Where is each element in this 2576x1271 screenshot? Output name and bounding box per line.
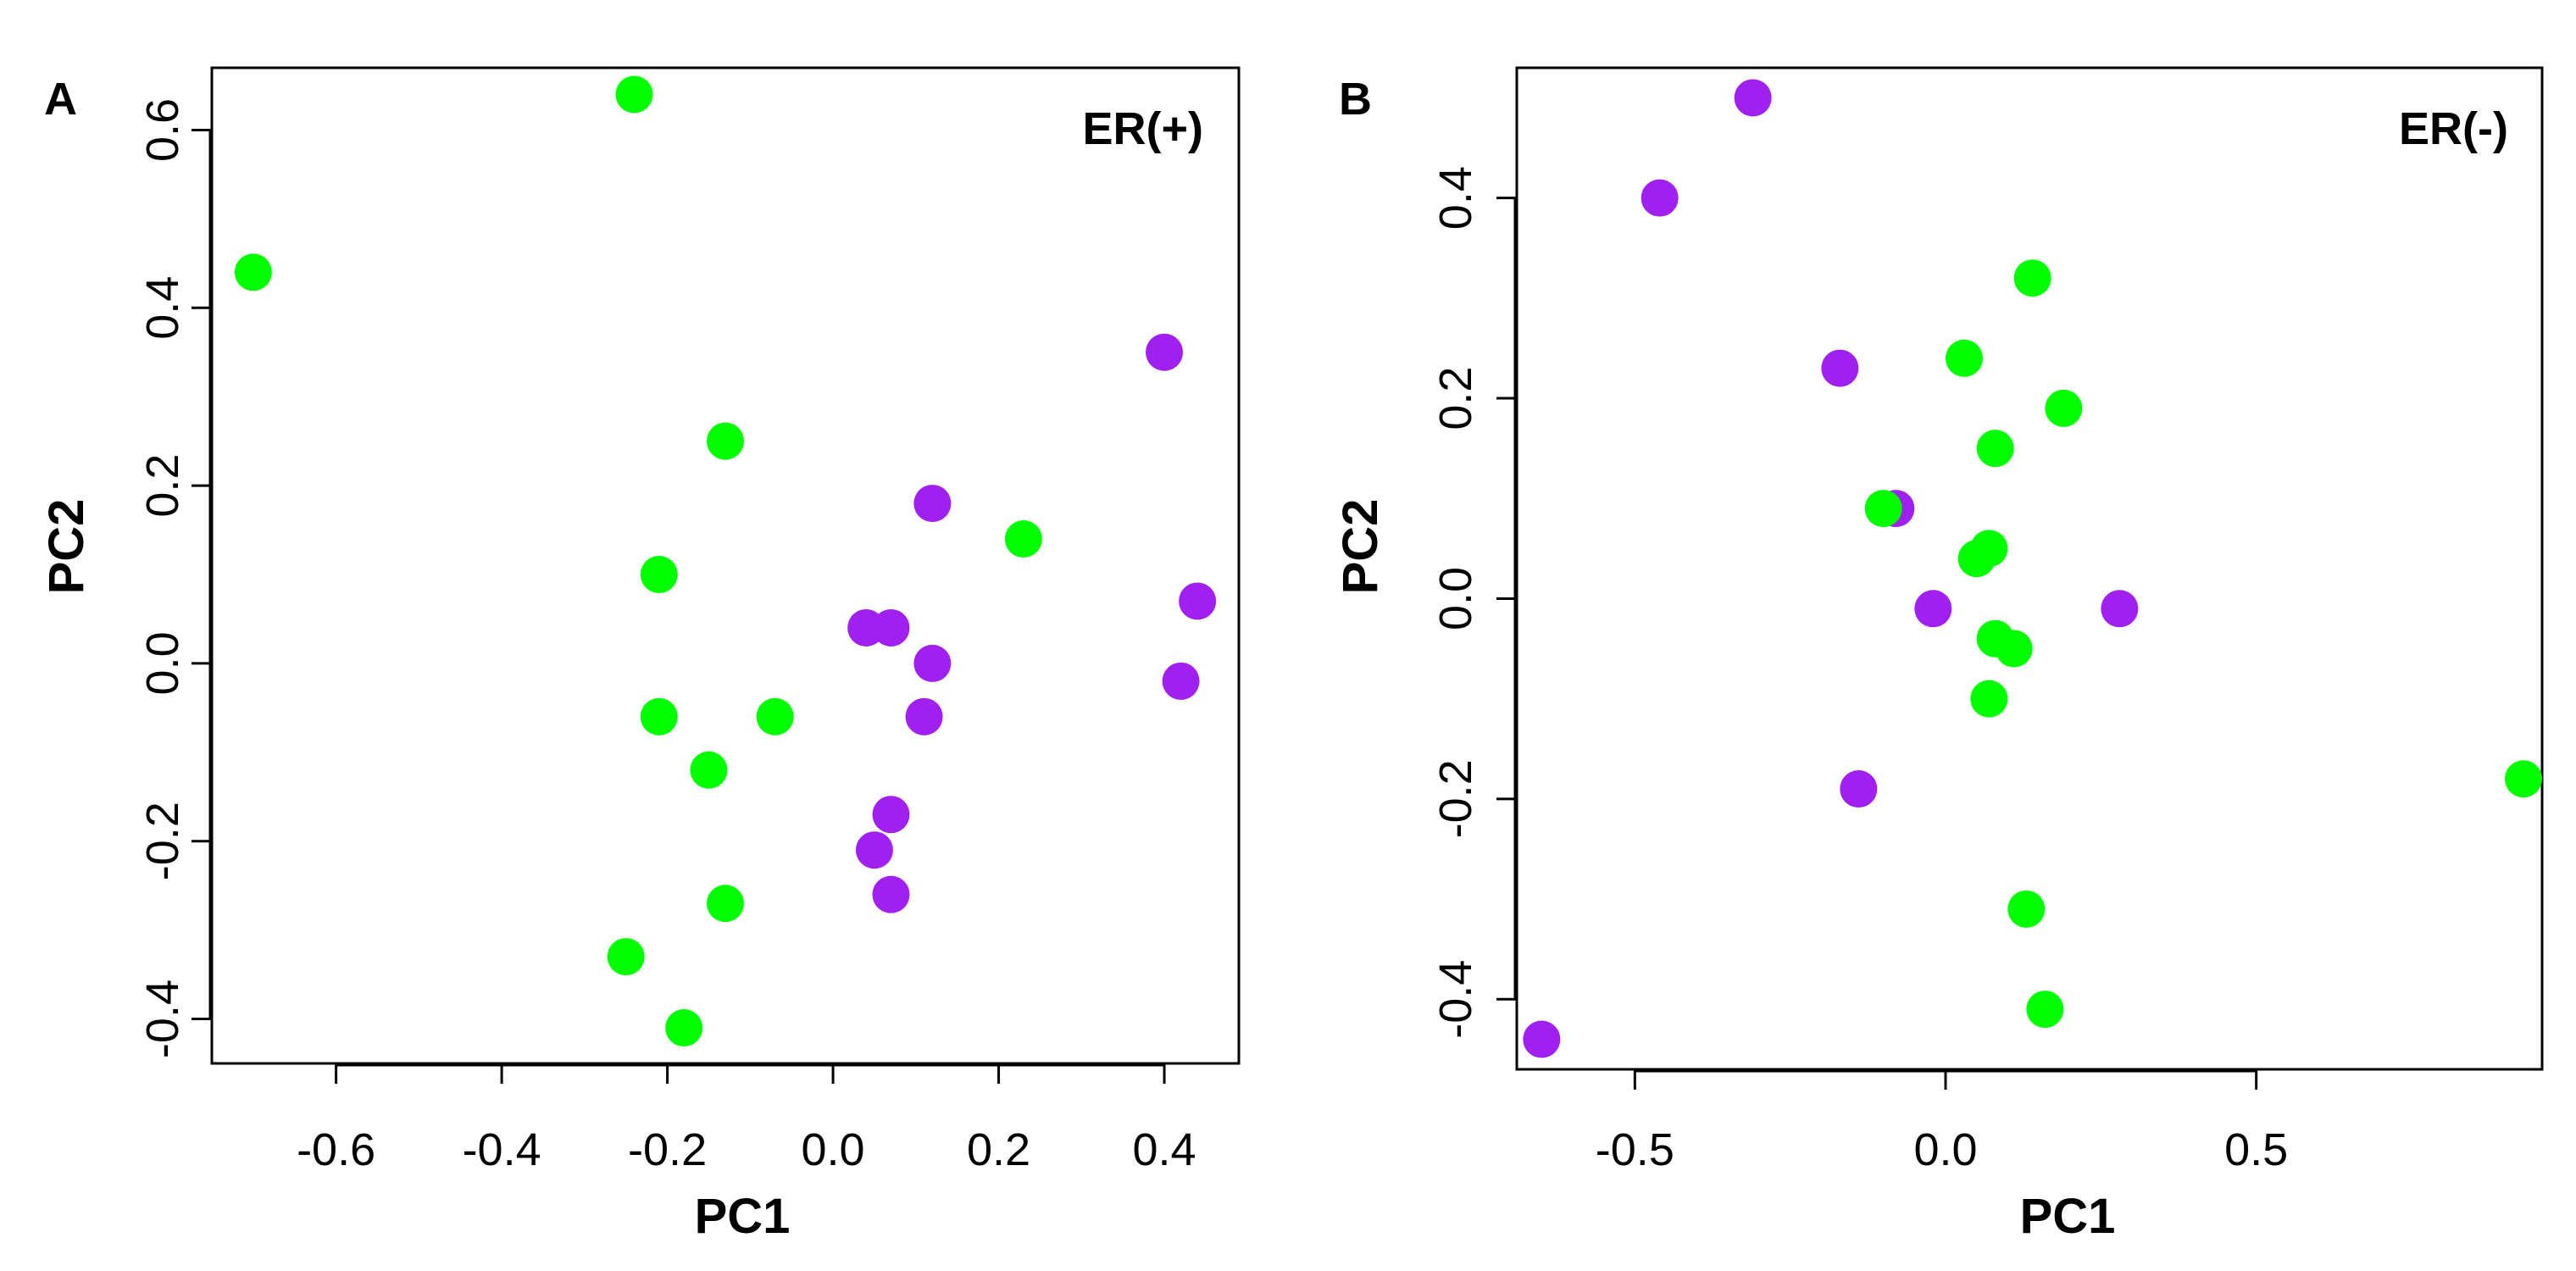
panel-b-x-axis-title: PC1 — [2020, 1189, 2116, 1244]
panel-b-point-purple — [1734, 79, 1772, 117]
panel-a-y-tick-label: 0.2 — [137, 454, 188, 518]
panel-b-point-green — [1976, 430, 2014, 468]
panel-a-point-green — [756, 697, 794, 735]
panel-a-y-tick-label: 0.6 — [137, 98, 188, 162]
panel-b-y-tick-label: 0.2 — [1430, 367, 1481, 430]
panel-b-y-tick-label: 0.4 — [1430, 166, 1481, 230]
panel-b-point-purple — [1840, 770, 1878, 808]
panel-b-y-tick-label: -0.2 — [1430, 759, 1481, 838]
panel-b-x-tick-label: 0.0 — [1913, 1124, 1977, 1175]
panel-a-point-purple — [1146, 333, 1184, 371]
panel-a-point-green — [690, 751, 728, 789]
panel-b: B ER(-) PC1 PC2 -0.5 0.0 0.5 -0.4 -0.2 0.0 0.2… — [1333, 66, 2544, 1244]
panel-b-point-green — [2013, 259, 2051, 297]
panel-a-point-green — [234, 253, 272, 291]
panel-b-y-tick-label: -0.4 — [1430, 960, 1481, 1039]
panel-b-point-purple — [2101, 590, 2139, 628]
panel-a-point-purple — [872, 875, 910, 913]
panel-a-plot-frame — [210, 66, 1241, 1065]
panel-a-letter: A — [44, 74, 77, 125]
panel-a-point-purple — [855, 831, 893, 869]
panel-a-annotation: ER(+) — [1082, 103, 1203, 154]
panel-b-point-green — [2045, 389, 2083, 427]
panel-a-point-purple — [872, 608, 910, 647]
panel-a-y-tick-label: 0.0 — [137, 631, 188, 695]
panel-a-point-green — [640, 697, 678, 735]
panel-a-y-tick-label: -0.2 — [137, 802, 188, 880]
panel-b-point-purple — [1821, 349, 1859, 387]
panel-a-point-purple — [1162, 662, 1200, 700]
panel-a-x-tick-label: 0.4 — [1132, 1124, 1196, 1175]
panel-b-x-tick-label: 0.5 — [2224, 1124, 2288, 1175]
panel-a-y-tick-label: 0.4 — [137, 276, 188, 340]
panel-b-point-green — [1970, 680, 2008, 718]
panel-b-point-purple — [1523, 1020, 1561, 1058]
panel-a: A ER(+) PC1 PC2 -0.6 -0.4 -0.2 0.0 0.2 0.4 -0.… — [39, 66, 1241, 1244]
panel-a-x-tick-label: -0.6 — [297, 1124, 375, 1175]
panel-a-x-tick-label: -0.2 — [628, 1124, 707, 1175]
panel-b-point-green — [1946, 339, 1983, 377]
panel-b-point-purple — [1641, 179, 1679, 217]
panel-b-annotation: ER(-) — [2399, 103, 2508, 154]
panel-b-x-tick-label: -0.5 — [1596, 1124, 1674, 1175]
panel-a-x-tick-label: 0.2 — [967, 1124, 1030, 1175]
panel-a-point-purple — [872, 796, 910, 834]
panel-a-x-tick-label: 0.0 — [802, 1124, 865, 1175]
panel-b-point-green — [2007, 890, 2046, 928]
panel-a-point-green — [665, 1009, 703, 1047]
panel-a-point-green — [707, 885, 744, 923]
panel-a-x-axis-title: PC1 — [695, 1189, 791, 1244]
panel-b-point-green — [1957, 540, 1996, 578]
panel-b-y-tick-label: 0.0 — [1430, 567, 1481, 630]
panel-a-point-purple — [905, 697, 943, 735]
panel-a-point-green — [615, 75, 653, 114]
panel-a-y-tick-label: -0.4 — [137, 980, 188, 1058]
panel-a-point-green — [707, 422, 744, 460]
panel-b-y-axis-title: PC2 — [1333, 499, 1388, 595]
panel-a-point-purple — [913, 485, 952, 523]
panel-b-point-green — [1864, 490, 1902, 528]
panel-a-x-tick-label: -0.4 — [463, 1124, 541, 1175]
panel-a-point-green — [1004, 520, 1042, 558]
panel-b-point-green — [1995, 630, 2033, 668]
panel-b-plot-frame — [1515, 66, 2544, 1071]
panel-a-y-axis-title: PC2 — [39, 499, 94, 595]
panel-b-point-green — [2026, 991, 2064, 1029]
panel-a-point-purple — [913, 644, 952, 682]
panel-a-point-green — [640, 555, 678, 593]
panel-a-point-purple — [1179, 582, 1217, 620]
panel-a-point-green — [607, 938, 645, 976]
panel-b-letter: B — [1339, 74, 1372, 125]
panel-b-point-green — [2505, 760, 2542, 798]
panel-b-point-purple — [1914, 590, 1952, 628]
